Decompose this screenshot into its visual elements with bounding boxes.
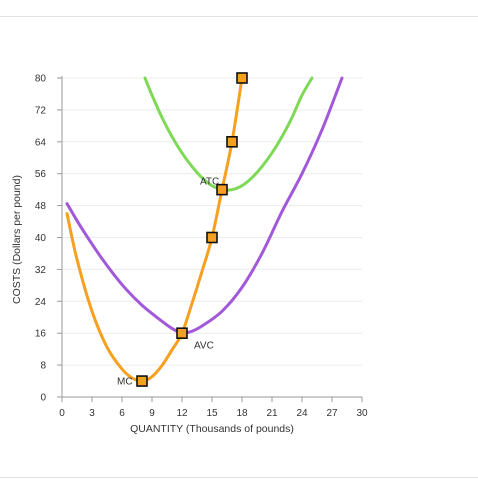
x-tick-label: 9 bbox=[149, 408, 155, 419]
data-point-marker bbox=[226, 136, 238, 148]
avc-curve bbox=[65, 76, 344, 335]
y-axis-title: COSTS (Dollars per pound) bbox=[11, 175, 23, 304]
atc-label: ATC bbox=[200, 176, 219, 187]
x-tick-label: 6 bbox=[119, 408, 125, 419]
y-tick-label: 48 bbox=[35, 201, 47, 212]
y-tick-label: 40 bbox=[35, 233, 47, 244]
x-tick-label: 24 bbox=[296, 408, 308, 419]
avc-label: AVC bbox=[194, 340, 214, 351]
x-tick-label: 15 bbox=[206, 408, 218, 419]
x-tick-label: 18 bbox=[236, 408, 248, 419]
x-tick-label: 3 bbox=[89, 408, 95, 419]
y-tick-label: 8 bbox=[40, 361, 46, 372]
y-tick-label: 72 bbox=[35, 105, 47, 116]
x-tick-label: 12 bbox=[176, 408, 188, 419]
y-tick-label: 16 bbox=[35, 329, 47, 340]
data-point-marker bbox=[236, 72, 248, 84]
x-tick-label: 0 bbox=[59, 408, 65, 419]
y-tick-label: 0 bbox=[40, 393, 46, 404]
data-point-marker bbox=[216, 183, 228, 196]
data-point-marker bbox=[206, 231, 218, 244]
data-point-marker bbox=[136, 375, 148, 387]
x-axis-title: QUANTITY (Thousands of pounds) bbox=[130, 423, 294, 435]
y-tick-label: 64 bbox=[35, 137, 47, 148]
data-point-marker bbox=[176, 327, 188, 340]
y-tick-label: 24 bbox=[35, 297, 47, 308]
chart-frame bbox=[0, 16, 478, 478]
x-tick-label: 27 bbox=[326, 408, 338, 419]
mc-label: MC bbox=[117, 377, 133, 388]
y-tick-label: 32 bbox=[35, 265, 47, 276]
y-tick-label: 56 bbox=[35, 169, 47, 180]
y-tick-label: 80 bbox=[35, 74, 47, 85]
x-tick-label: 30 bbox=[356, 408, 368, 419]
mc-curve bbox=[65, 76, 244, 383]
x-tick-label: 21 bbox=[266, 408, 278, 419]
